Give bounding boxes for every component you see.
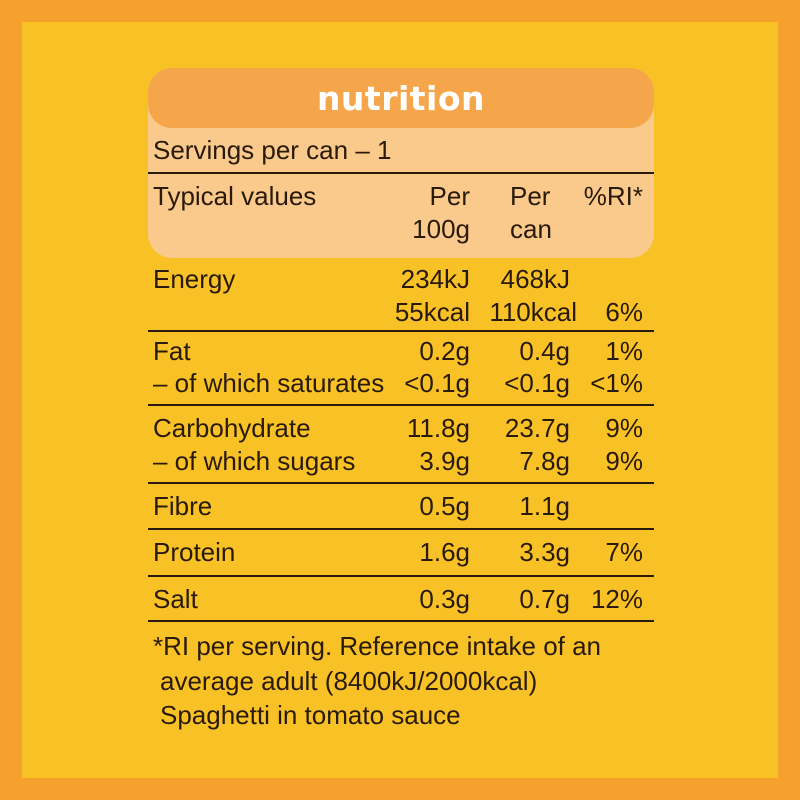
row-salt-ri: 12% — [590, 584, 643, 614]
row-energy-label: Energy — [153, 264, 236, 294]
row-fat-per100: 0.2g — [419, 336, 470, 366]
row-saturates-ri: <1% — [590, 368, 643, 398]
row-fat-label: Fat — [153, 336, 191, 366]
footnote-line-3: Spaghetti in tomato sauce — [160, 700, 461, 730]
row-fibre-percan: 1.1g — [519, 491, 570, 521]
divider — [148, 575, 654, 577]
divider — [148, 528, 654, 530]
row-energy-ri: 6% — [605, 297, 643, 327]
header-per100-line2: 100g — [412, 214, 470, 244]
row-carbohydrate-label: Carbohydrate — [153, 413, 311, 443]
row-sugars-ri: 9% — [605, 446, 643, 476]
row-sugars-percan: 7.8g — [519, 446, 570, 476]
header-ri: %RI* — [583, 181, 643, 211]
row-carbohydrate-ri: 9% — [605, 413, 643, 443]
header-percan-line2: can — [510, 214, 552, 244]
row-fibre-per100: 0.5g — [419, 491, 470, 521]
header-per100-line1: Per — [429, 181, 470, 211]
row-saturates-label: – of which saturates — [153, 368, 385, 398]
row-salt-per100: 0.3g — [419, 584, 470, 614]
row-salt-percan: 0.7g — [519, 584, 570, 614]
header-typical: Typical values — [153, 181, 317, 211]
page-title: nutrition — [316, 78, 486, 118]
row-fibre-label: Fibre — [153, 491, 213, 521]
header-percan-line1: Per — [510, 181, 551, 211]
row-energy-kcal100: 55kcal — [394, 297, 470, 327]
row-energy-kcalcan: 110kcal — [489, 297, 577, 327]
title-bar: nutrition — [148, 68, 654, 128]
footnote-line-2: average adult (8400kJ/2000kcal) — [160, 666, 538, 696]
row-carbohydrate-per100: 11.8g — [406, 413, 470, 443]
divider — [148, 172, 654, 174]
divider — [148, 404, 654, 406]
row-salt-label: Salt — [153, 584, 198, 614]
row-sugars-per100: 3.9g — [419, 446, 470, 476]
row-fat-percan: 0.4g — [519, 336, 570, 366]
row-sugars-label: – of which sugars — [153, 446, 356, 476]
row-saturates-per100: <0.1g — [404, 368, 470, 398]
row-protein-label: Protein — [153, 537, 236, 567]
row-protein-ri: 7% — [605, 537, 643, 567]
row-energy-kj100: 234kJ — [400, 264, 470, 294]
row-protein-percan: 3.3g — [519, 537, 570, 567]
divider — [148, 482, 654, 484]
row-saturates-percan: <0.1g — [504, 368, 570, 398]
servings-text: Servings per can – 1 — [153, 135, 392, 165]
row-protein-per100: 1.6g — [419, 537, 470, 567]
row-energy-kjcan: 468kJ — [500, 264, 570, 294]
row-fat-ri: 1% — [605, 336, 643, 366]
divider — [148, 620, 654, 622]
divider — [148, 330, 654, 332]
footnote-line-1: *RI per serving. Reference intake of an — [153, 631, 602, 661]
row-carbohydrate-percan: 23.7g — [504, 413, 570, 443]
